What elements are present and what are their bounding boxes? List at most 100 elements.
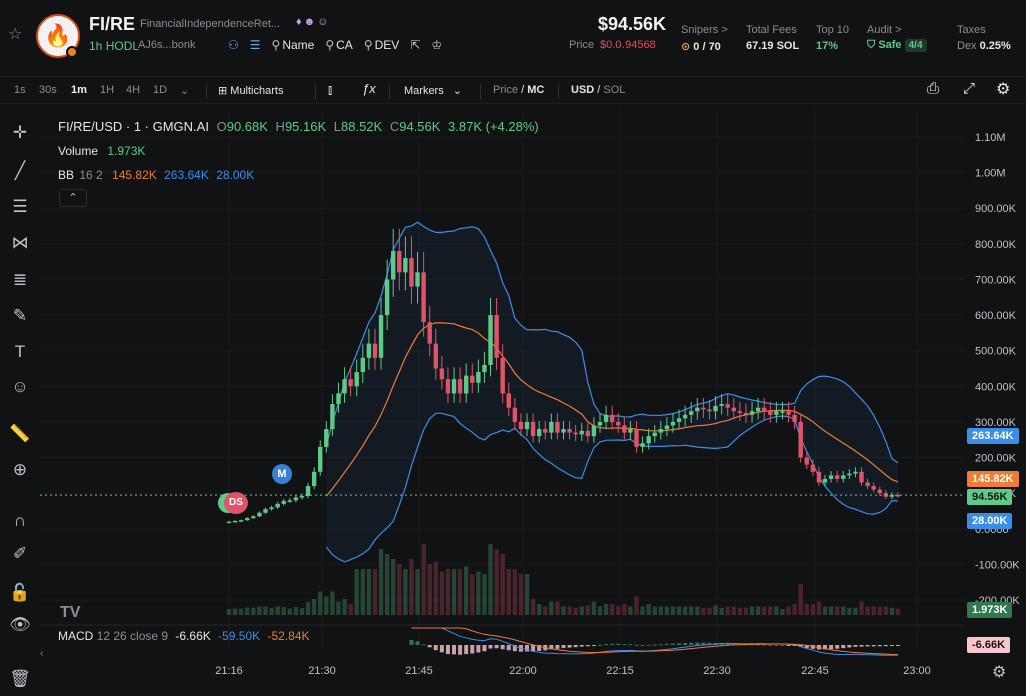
macd-hist-bar [597, 644, 602, 646]
y-tick-label: 700.00K [975, 274, 1017, 286]
macd-hist-bar [835, 645, 840, 649]
ruler-icon[interactable]: 📏 [9, 424, 31, 443]
volume-bar [549, 601, 554, 615]
macd-hist-bar [470, 645, 475, 654]
macd-hist-bar [853, 645, 858, 647]
macd-hist-bar [774, 644, 779, 646]
candle-body [676, 418, 682, 422]
search-name-link[interactable]: ⚲ Name [271, 38, 315, 52]
crosshair-icon[interactable]: ✛ [12, 123, 28, 142]
volume-bar [573, 607, 578, 615]
volume-bar [609, 604, 615, 615]
volume-bar [719, 607, 724, 615]
chart-settings-icon[interactable]: ⚙ [992, 664, 1007, 681]
audit-label[interactable]: Audit > [867, 24, 902, 36]
camera-icon[interactable]: ⎙ [927, 80, 940, 97]
magnet-icon[interactable]: ∩ [13, 511, 27, 530]
indicators-icon[interactable]: ƒx [362, 81, 376, 96]
timeframe-1m[interactable]: 1m [71, 84, 87, 96]
timeframe-4h[interactable]: 4H [126, 84, 141, 96]
settings-icon[interactable]: ⚙ [996, 81, 1011, 98]
top10-value: 17% [816, 40, 839, 52]
trendline-icon[interactable]: ╱ [14, 161, 26, 180]
star-icon[interactable]: ☆ [8, 26, 23, 43]
volume-bar [433, 561, 438, 615]
text-icon[interactable]: T [14, 342, 26, 361]
macd-hist-bar [421, 644, 426, 646]
snipers-label[interactable]: Snipers > [681, 24, 728, 36]
candle-type-icon[interactable]: ⫾ [328, 82, 333, 97]
timeframe-1s[interactable]: 1s [14, 84, 26, 96]
markers-dropdown[interactable]: Markers ⌄ [404, 85, 463, 97]
volume-tag: 1.973K [967, 602, 1013, 618]
pencil-lock-icon[interactable]: ✐ [12, 544, 28, 563]
volume-bar [257, 606, 262, 615]
candle-body [318, 446, 323, 472]
timeframe-30s[interactable]: 30s [39, 84, 57, 96]
candle-body [415, 272, 420, 287]
volume-bar [755, 606, 761, 615]
bb-upper-value: 263.64K [164, 168, 209, 182]
eye-icon[interactable]: 👁 [9, 615, 31, 634]
candle-body [555, 421, 560, 433]
candle-body [573, 432, 578, 435]
x-tick-label: 21:45 [405, 665, 433, 677]
volume-bar [859, 601, 864, 615]
fib-icon[interactable]: ≣ [12, 270, 28, 289]
holders-icon[interactable]: ⚇ [228, 38, 239, 52]
audit-value: ⛉ Safe 4/4 [867, 39, 927, 52]
emoji-icon[interactable]: ☺ [11, 377, 29, 396]
volume-bar [713, 605, 718, 615]
share-icon[interactable]: ⇱ [410, 38, 421, 52]
candle-body [391, 250, 396, 280]
macd-hist-bar [567, 645, 572, 648]
marker-migration[interactable]: M [272, 464, 292, 484]
horizontal-lines-icon[interactable]: ☰ [12, 197, 28, 216]
macd-hist-bar [841, 645, 846, 649]
volume-bar [263, 606, 268, 615]
candle-body [828, 475, 834, 479]
collapse-arrow-icon[interactable]: ‹ [40, 648, 44, 659]
timeframe-1d[interactable]: 1D [153, 84, 168, 96]
multicharts-button[interactable]: ⊞ Multicharts [218, 85, 284, 97]
brush-icon[interactable]: ✎ [12, 306, 28, 325]
pattern-icon[interactable]: ⋈ [11, 233, 29, 252]
candle-body [463, 375, 469, 394]
y-tick-label: 200.00K [975, 453, 1017, 465]
volume-bar [798, 584, 803, 615]
search-ca-link[interactable]: ⚲ CA [325, 38, 353, 52]
volume-bar [695, 606, 700, 615]
volume-bar [457, 569, 463, 615]
volume-bar [634, 596, 639, 615]
macd-hist-bar [439, 645, 444, 653]
volume-bar [652, 606, 657, 615]
volume-bar [628, 606, 633, 615]
volume-bar [251, 607, 256, 615]
volume-bar [421, 544, 426, 615]
crown-icon[interactable]: ♔ [431, 38, 443, 52]
volume-bar [701, 607, 706, 615]
bb-fill [326, 222, 898, 562]
macd-hist-bar [433, 645, 438, 651]
usd-sol-toggle[interactable]: USD / SOL [571, 84, 626, 96]
zoom-in-icon[interactable]: ⊕ [12, 460, 28, 479]
drawing-toolbar: ✛ ╱ ☰ ⋈ ≣ ✎ T ☺ 📏 ⊕ ∩ ✐ 🔓 👁 🗑 ‹ [0, 110, 44, 696]
price-mc-toggle[interactable]: Price / MC [493, 84, 545, 96]
lock-icon[interactable]: 🔓 [9, 583, 31, 602]
candle-body [622, 425, 627, 433]
timeframe-1h[interactable]: 1H [100, 84, 115, 96]
timeframe-dropdown-icon[interactable]: ⌄ [180, 85, 190, 97]
volume-bar [287, 608, 293, 615]
fullscreen-icon[interactable]: ⤢ [963, 80, 976, 97]
list-icon[interactable]: ☰ [249, 38, 261, 52]
y-tick-label: 900.00K [975, 203, 1017, 215]
price-chart[interactable]: 1.10M 1.00M 900.00K 800.00K 700.00K 600.00K 50… [40, 110, 1026, 696]
marker-dev-sell[interactable]: DS [224, 492, 248, 514]
trash-icon[interactable]: 🗑 [9, 669, 31, 688]
candle-body [640, 443, 645, 447]
candle-body [658, 429, 664, 433]
contract-address[interactable]: AJ6s...bonk [138, 39, 196, 51]
macd-hist-bar [458, 645, 463, 655]
collapse-legend-button[interactable]: ⌃ [59, 189, 87, 207]
search-dev-link[interactable]: ⚲ DEV [363, 38, 400, 52]
